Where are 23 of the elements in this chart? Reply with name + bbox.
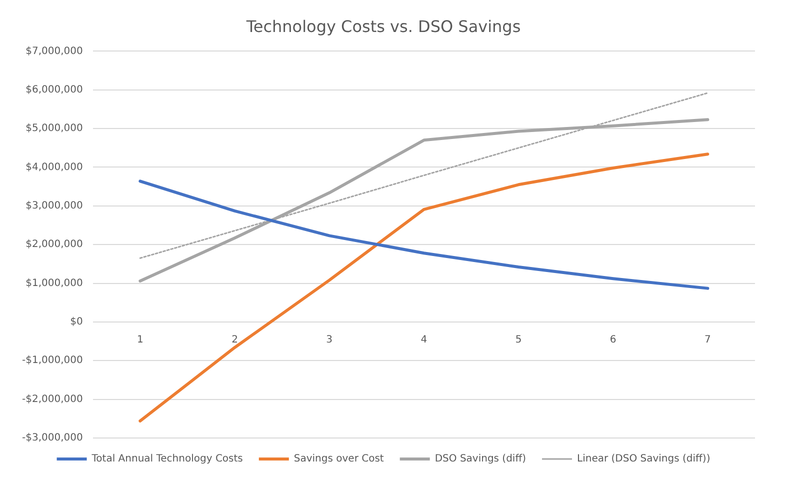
y-tick-label: -$2,000,000 xyxy=(22,394,83,405)
y-tick-label: $4,000,000 xyxy=(26,162,83,173)
y-tick-label: -$3,000,000 xyxy=(22,432,83,444)
y-tick-label: $2,000,000 xyxy=(26,239,83,250)
chart-title: Technology Costs vs. DSO Savings xyxy=(245,16,521,36)
y-tick-label: -$1,000,000 xyxy=(22,355,83,366)
y-tick-label: $7,000,000 xyxy=(26,46,83,57)
x-tick-label: 3 xyxy=(326,334,333,346)
x-tick-label: 2 xyxy=(232,334,238,346)
legend-label: Savings over Cost xyxy=(294,454,384,465)
y-tick-label: $6,000,000 xyxy=(26,84,83,96)
y-tick-label: $3,000,000 xyxy=(26,200,83,212)
x-tick-label: 7 xyxy=(704,334,711,346)
y-tick-label: $1,000,000 xyxy=(26,278,83,289)
x-tick-label: 6 xyxy=(610,334,616,346)
x-tick-label: 1 xyxy=(136,334,144,346)
legend-label: DSO Savings (diff) xyxy=(434,454,526,465)
y-tick-label: $5,000,000 xyxy=(26,123,83,134)
y-tick-label: $0 xyxy=(70,316,83,328)
x-tick-label: 4 xyxy=(420,334,428,346)
legend-label: Total Annual Technology Costs xyxy=(90,454,243,465)
legend-label: Linear (DSO Savings (diff)) xyxy=(577,454,710,465)
x-tick-label: 5 xyxy=(515,334,522,346)
